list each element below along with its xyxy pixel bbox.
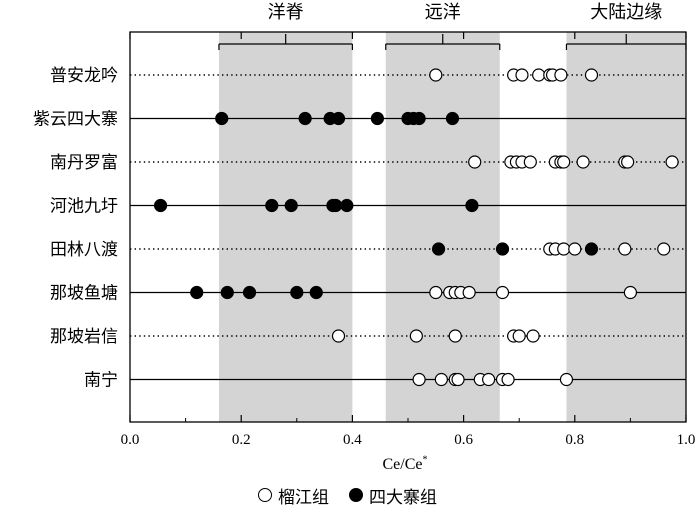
filled-point [309,285,323,300]
row-label: 那坡鱼塘 [50,284,118,304]
filled-point [290,285,304,300]
region-label: 洋脊 [268,2,304,23]
open-point [468,155,482,169]
open-point [554,68,568,82]
x-tick-label: 0.0 [121,432,140,448]
open-point [557,242,571,256]
filled-point [265,198,279,213]
open-point [576,155,590,169]
filled-point [584,242,599,256]
open-point [618,242,632,256]
legend-item-open: 榴江组 [258,483,329,508]
open-point [557,155,571,169]
x-axis-title-wrap: Ce/Ce* [0,454,700,474]
open-point [501,372,515,387]
x-axis-title: Ce/Ce* [382,454,428,473]
row-label: 普安龙吟 [50,66,118,86]
row-label: 田林八渡 [50,240,118,260]
open-point [665,155,679,169]
filled-point [340,198,354,213]
open-point [462,285,476,300]
filled-point [445,111,460,126]
region-label: 远洋 [425,2,461,23]
open-point [451,372,465,387]
open-point [559,372,574,387]
filled-point [284,198,298,213]
row-label: 南丹罗富 [50,153,118,173]
legend-label-filled: 四大寨组 [369,487,437,508]
x-tick-label: 0.2 [232,432,251,448]
filled-point [329,198,343,213]
filled-point [220,285,234,300]
filled-point [153,198,168,213]
open-point [532,68,546,82]
open-point [512,329,526,343]
x-tick-label: 1.0 [677,432,696,448]
region-band [218,32,353,422]
open-circle-icon [258,488,272,502]
open-point [495,285,510,300]
open-point [526,329,540,343]
filled-point [495,242,510,256]
open-point [429,285,443,300]
filled-point [431,242,446,256]
region-band [566,32,686,422]
filled-point [190,285,204,300]
region-brackets: 洋脊 远洋 大陆边缘 [218,2,687,50]
row-label: 那坡岩信 [50,327,118,347]
open-point [429,68,443,82]
filled-point [412,111,426,126]
open-point [515,68,529,82]
filled-point [215,111,229,126]
open-point [482,372,496,387]
open-point [568,242,582,256]
x-tick-label: 0.8 [565,432,584,448]
filled-circle-icon [349,488,363,502]
open-point [657,242,671,256]
region-band [385,32,500,422]
open-point [412,372,426,387]
legend: 榴江组 四大寨组 [258,483,457,508]
open-point [523,155,537,169]
filled-point [465,198,479,213]
row-label: 紫云四大寨 [33,110,118,130]
filled-point [331,111,346,126]
open-point [621,155,635,169]
open-point [623,285,638,300]
open-point [331,329,346,343]
filled-point [298,111,312,126]
data-points [153,68,679,387]
region-bands [218,32,686,422]
open-point [434,372,448,387]
legend-item-filled: 四大寨组 [349,483,437,508]
open-point [584,68,599,82]
x-tick-label: 0.6 [454,432,473,448]
x-axis: 0.0 0.2 0.4 0.6 0.8 1.0 [121,32,696,448]
open-point [448,329,462,343]
row-label: 河池九圩 [50,197,118,217]
open-point [409,329,423,343]
row-label: 南宁 [84,371,118,391]
filled-point [370,111,385,126]
region-label: 大陆边缘 [590,2,662,23]
filled-point [242,285,257,300]
legend-label-open: 榴江组 [278,487,329,508]
x-tick-label: 0.4 [343,432,362,448]
